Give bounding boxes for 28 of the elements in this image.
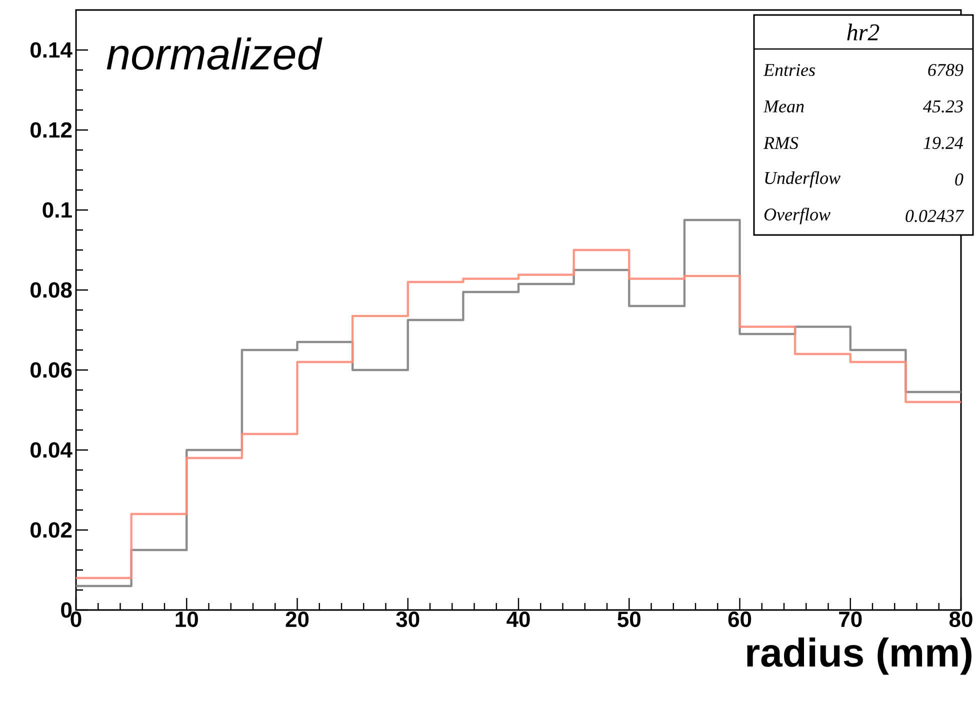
y-tick-label: 0.1 (42, 202, 72, 218)
annotation: hr2 (847, 24, 880, 40)
annotation: normalized (106, 38, 322, 70)
annotation: RMS (763, 136, 798, 150)
annotation: 0 (955, 173, 964, 186)
x-axis-title: radius (mm) (747, 638, 972, 675)
x-tick-label: 20 (286, 612, 309, 628)
y-tick-label: 0.06 (30, 362, 72, 378)
y-tick-label: 0.04 (30, 442, 72, 458)
annotation: 45.23 (923, 100, 963, 113)
x-tick-label: 70 (839, 612, 862, 628)
annotation: Overflow (764, 208, 830, 224)
y-tick-label: 0.14 (30, 42, 72, 58)
y-tick-label: 0.02 (30, 522, 72, 538)
annotation: 6789 (928, 64, 964, 76)
y-tick-label: 0.08 (30, 282, 72, 298)
annotation: 19.24 (924, 136, 964, 150)
x-tick-label: 60 (728, 612, 752, 628)
annotation: Mean (763, 100, 804, 112)
annotation: Entries (763, 64, 815, 76)
annotation: 0.02437 (906, 210, 964, 222)
x-tick-label: 10 (176, 612, 198, 628)
x-tick-label: 80 (949, 612, 972, 628)
y-tick-label: 0.12 (30, 122, 72, 138)
annotation: Underflow (765, 171, 840, 188)
x-tick-label: 30 (396, 612, 420, 628)
x-tick-label: 50 (618, 612, 640, 628)
x-tick-label: 40 (506, 612, 530, 628)
